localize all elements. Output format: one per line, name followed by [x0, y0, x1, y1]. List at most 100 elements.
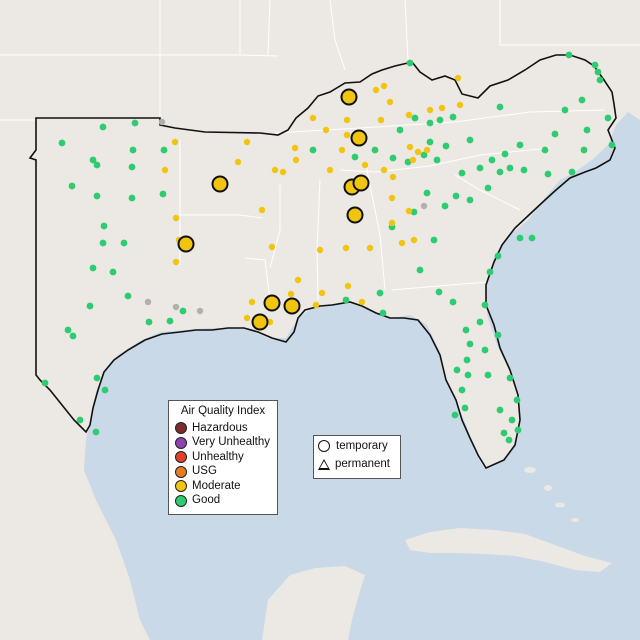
- site-marker-moderate[interactable]: [386, 98, 394, 106]
- site-marker-good[interactable]: [500, 429, 508, 437]
- site-marker-good[interactable]: [506, 164, 514, 172]
- site-marker-good[interactable]: [501, 150, 509, 158]
- site-marker-moderate[interactable]: [338, 146, 346, 154]
- site-marker-good[interactable]: [496, 406, 504, 414]
- site-marker-good[interactable]: [494, 331, 502, 339]
- site-marker-good[interactable]: [420, 151, 428, 159]
- site-marker-moderate[interactable]: [361, 161, 369, 169]
- site-marker-good[interactable]: [481, 301, 489, 309]
- site-marker-good[interactable]: [93, 374, 101, 382]
- site-marker-good[interactable]: [430, 236, 438, 244]
- site-marker-good[interactable]: [436, 116, 444, 124]
- site-marker-moderate-temporary[interactable]: [211, 175, 229, 193]
- site-marker-good[interactable]: [376, 289, 384, 297]
- site-marker-good[interactable]: [486, 268, 494, 276]
- site-marker-good[interactable]: [101, 386, 109, 394]
- site-marker-good[interactable]: [594, 68, 602, 76]
- site-marker-good[interactable]: [129, 146, 137, 154]
- site-marker-moderate[interactable]: [172, 258, 180, 266]
- site-marker-moderate[interactable]: [426, 106, 434, 114]
- site-marker-good[interactable]: [371, 146, 379, 154]
- site-marker-moderate[interactable]: [454, 74, 462, 82]
- site-marker-good[interactable]: [342, 296, 350, 304]
- site-marker-good[interactable]: [423, 189, 431, 197]
- site-marker-good[interactable]: [41, 379, 49, 387]
- site-marker-moderate[interactable]: [405, 207, 413, 215]
- site-marker-good[interactable]: [449, 298, 457, 306]
- site-marker-good[interactable]: [99, 239, 107, 247]
- site-marker-moderate-temporary[interactable]: [340, 88, 358, 106]
- site-marker-nodata[interactable]: [144, 298, 152, 306]
- site-marker-moderate[interactable]: [234, 158, 242, 166]
- site-marker-good[interactable]: [513, 396, 521, 404]
- site-marker-moderate[interactable]: [414, 148, 422, 156]
- site-marker-moderate[interactable]: [380, 82, 388, 90]
- site-marker-moderate[interactable]: [291, 144, 299, 152]
- site-marker-moderate[interactable]: [292, 156, 300, 164]
- site-marker-good[interactable]: [466, 340, 474, 348]
- site-marker-good[interactable]: [516, 141, 524, 149]
- site-marker-moderate[interactable]: [372, 86, 380, 94]
- site-marker-good[interactable]: [89, 156, 97, 164]
- site-marker-good[interactable]: [128, 163, 136, 171]
- site-marker-good[interactable]: [461, 404, 469, 412]
- site-marker-moderate[interactable]: [343, 131, 351, 139]
- site-marker-good[interactable]: [565, 51, 573, 59]
- site-marker-good[interactable]: [309, 146, 317, 154]
- site-marker-good[interactable]: [404, 158, 412, 166]
- site-marker-moderate[interactable]: [172, 214, 180, 222]
- site-marker-good[interactable]: [608, 141, 616, 149]
- site-marker-good[interactable]: [109, 268, 117, 276]
- site-marker-moderate[interactable]: [287, 290, 295, 298]
- site-marker-moderate[interactable]: [243, 314, 251, 322]
- site-marker-good[interactable]: [496, 103, 504, 111]
- site-marker-moderate-temporary[interactable]: [263, 294, 281, 312]
- site-marker-moderate[interactable]: [243, 138, 251, 146]
- site-marker-good[interactable]: [166, 317, 174, 325]
- site-marker-moderate[interactable]: [312, 301, 320, 309]
- site-marker-moderate[interactable]: [406, 143, 414, 151]
- site-marker-nodata[interactable]: [420, 202, 428, 210]
- site-marker-moderate[interactable]: [377, 116, 385, 124]
- site-marker-good[interactable]: [466, 136, 474, 144]
- site-marker-good[interactable]: [396, 126, 404, 134]
- site-marker-moderate[interactable]: [266, 318, 274, 326]
- site-marker-good[interactable]: [596, 76, 604, 84]
- site-marker-good[interactable]: [76, 416, 84, 424]
- site-marker-good[interactable]: [463, 356, 471, 364]
- site-marker-moderate[interactable]: [405, 111, 413, 119]
- site-marker-good[interactable]: [379, 309, 387, 317]
- site-marker-good[interactable]: [516, 234, 524, 242]
- site-marker-moderate-temporary[interactable]: [177, 235, 195, 253]
- site-marker-good[interactable]: [92, 428, 100, 436]
- site-marker-good[interactable]: [494, 252, 502, 260]
- site-marker-good[interactable]: [411, 114, 419, 122]
- site-marker-good[interactable]: [568, 168, 576, 176]
- site-marker-moderate[interactable]: [271, 166, 279, 174]
- site-marker-moderate[interactable]: [342, 244, 350, 252]
- site-marker-good[interactable]: [120, 239, 128, 247]
- site-marker-moderate[interactable]: [410, 236, 418, 244]
- site-marker-moderate[interactable]: [316, 246, 324, 254]
- site-marker-good[interactable]: [481, 346, 489, 354]
- site-marker-good[interactable]: [145, 318, 153, 326]
- site-marker-good[interactable]: [484, 184, 492, 192]
- site-marker-good[interactable]: [466, 196, 474, 204]
- site-marker-moderate[interactable]: [326, 166, 334, 174]
- site-marker-good[interactable]: [416, 266, 424, 274]
- site-marker-good[interactable]: [179, 307, 187, 315]
- site-marker-good[interactable]: [128, 194, 136, 202]
- site-marker-good[interactable]: [99, 123, 107, 131]
- site-marker-moderate[interactable]: [344, 282, 352, 290]
- site-marker-moderate[interactable]: [258, 206, 266, 214]
- site-marker-moderate[interactable]: [423, 146, 431, 154]
- site-marker-good[interactable]: [551, 130, 559, 138]
- site-marker-moderate-temporary[interactable]: [352, 174, 370, 192]
- site-marker-good[interactable]: [68, 182, 76, 190]
- site-marker-moderate[interactable]: [456, 101, 464, 109]
- site-marker-moderate[interactable]: [389, 173, 397, 181]
- site-marker-good[interactable]: [496, 168, 504, 176]
- site-marker-good[interactable]: [561, 106, 569, 114]
- site-marker-good[interactable]: [451, 411, 459, 419]
